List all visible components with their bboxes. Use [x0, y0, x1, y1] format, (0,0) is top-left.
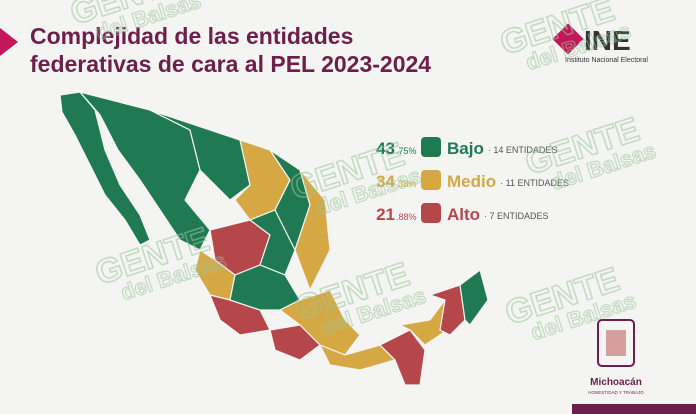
- region: [459, 268, 489, 326]
- legend-swatch: [421, 170, 441, 190]
- legend-percent: 21: [376, 205, 395, 224]
- region: [59, 91, 151, 246]
- emblem: [597, 319, 635, 367]
- title-marker: [0, 28, 18, 56]
- region: [269, 324, 321, 361]
- legend-label: Alto: [447, 205, 480, 224]
- legend-detail: · 11 ENTIDADES: [500, 178, 569, 188]
- title-line: federativas de cara al PEL 2023-2024: [30, 51, 431, 77]
- footer-motto: HONESTIDAD Y TRABAJO: [588, 390, 644, 395]
- map: [59, 90, 489, 386]
- legend-swatch: [421, 203, 441, 223]
- legend-percent-fraction: .88%: [396, 212, 417, 222]
- emblem-shield: [606, 330, 626, 356]
- legend-detail: · 7 ENTIDADES: [484, 211, 549, 221]
- logo-subtitle: Instituto Nacional Electoral: [565, 57, 648, 64]
- logo-name: INE: [584, 25, 631, 56]
- legend-percent-fraction: .75%: [396, 146, 417, 156]
- legend-percent: 34: [376, 172, 395, 191]
- footer-emblem: Michoacán HONESTIDAD Y TRABAJO: [588, 319, 644, 395]
- legend-label: Medio: [447, 172, 496, 191]
- region: [294, 169, 331, 292]
- legend-percent: 43: [376, 139, 395, 158]
- legend-detail: · 14 ENTIDADES: [488, 145, 558, 155]
- footer-state: Michoacán: [590, 377, 642, 388]
- legend-percent-fraction: .38%: [396, 179, 417, 189]
- legend-label: Bajo: [447, 139, 484, 158]
- title-line: Complejidad de las entidades: [30, 23, 353, 49]
- legend: 43.75% Bajo · 14 ENTIDADES 34.38% Medio · 11 …: [376, 137, 569, 224]
- legend-swatch: [421, 137, 441, 157]
- footer-bar: [572, 404, 696, 414]
